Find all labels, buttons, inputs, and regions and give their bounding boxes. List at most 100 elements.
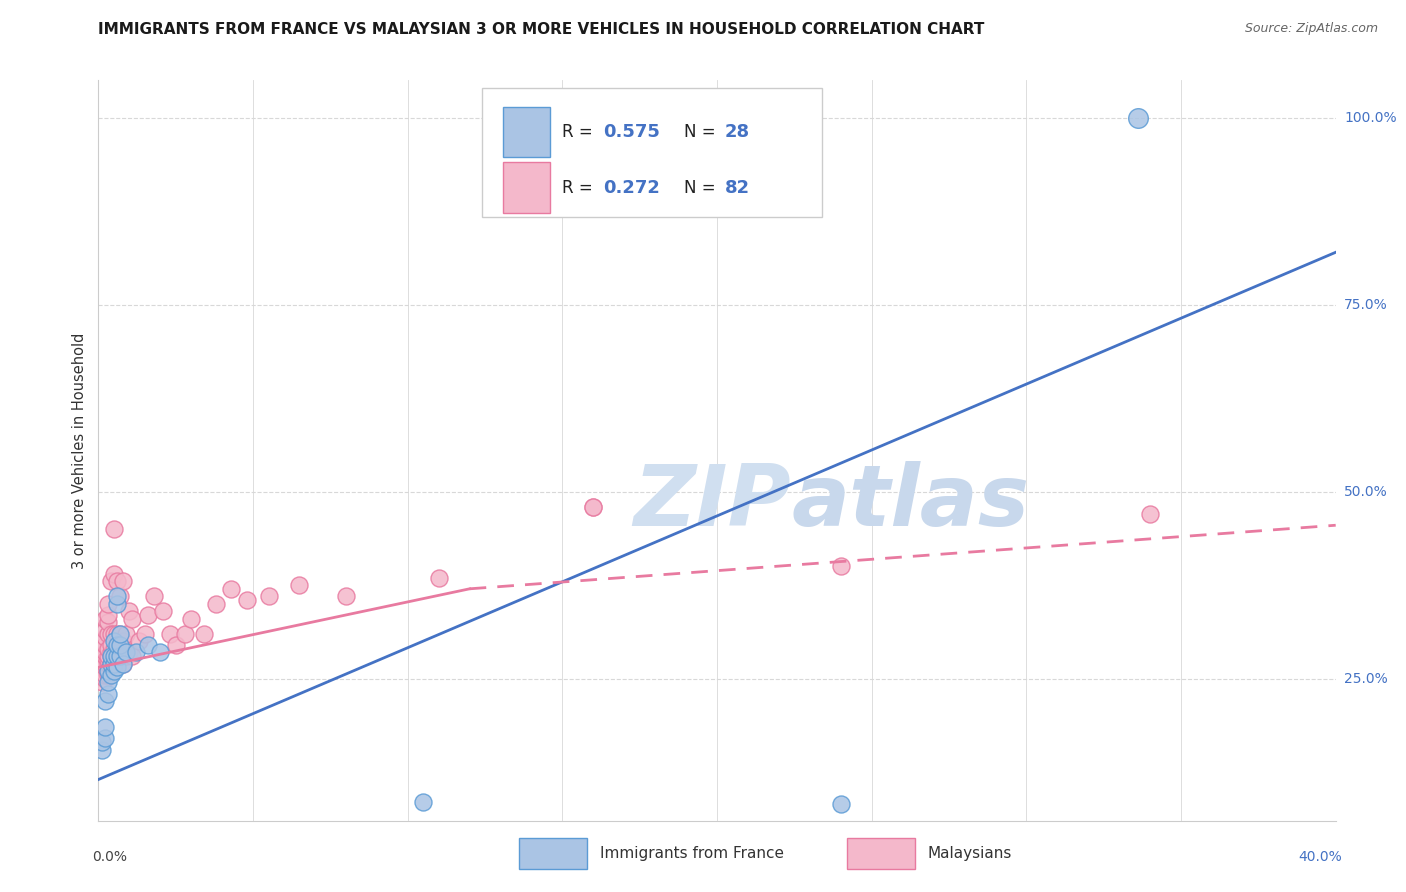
Point (105, 638, 128, 652)
Y-axis label: 3 or more Vehicles in Household: 3 or more Vehicles in Household (72, 333, 87, 568)
Point (100, 574, 122, 589)
Point (830, 559, 852, 574)
Point (90, 634, 112, 648)
Point (112, 657, 135, 671)
Text: 0.575: 0.575 (603, 123, 659, 141)
Text: IMMIGRANTS FROM FRANCE VS MALAYSIAN 3 OR MORE VEHICLES IN HOUSEHOLD CORRELATION : IMMIGRANTS FROM FRANCE VS MALAYSIAN 3 OR… (98, 22, 984, 37)
Text: R =: R = (562, 123, 599, 141)
Point (115, 626, 138, 640)
Point (105, 649, 128, 664)
Point (221, 582, 243, 596)
Text: R =: R = (562, 178, 599, 196)
Text: atlas: atlas (792, 461, 1029, 544)
Point (93, 720, 115, 734)
Point (105, 589, 128, 603)
Point (103, 634, 125, 648)
Point (97, 626, 120, 640)
Point (93, 649, 115, 664)
Point (159, 626, 181, 640)
Point (174, 626, 197, 640)
Point (103, 566, 125, 581)
Point (582, 500, 605, 514)
Point (193, 626, 215, 640)
Point (121, 612, 143, 626)
Point (128, 634, 150, 648)
Point (105, 597, 128, 611)
Point (90, 657, 112, 671)
Point (124, 645, 146, 659)
Point (90, 641, 112, 656)
Point (97, 664, 120, 678)
Point (105, 626, 128, 640)
Point (100, 626, 122, 640)
Point (105, 574, 128, 589)
Point (103, 657, 125, 671)
Text: Immigrants from France: Immigrants from France (599, 846, 783, 861)
FancyBboxPatch shape (503, 162, 550, 213)
Point (115, 645, 138, 659)
Text: 25.0%: 25.0% (1344, 672, 1388, 686)
Point (112, 645, 135, 659)
Point (412, 795, 434, 809)
Text: 75.0%: 75.0% (1344, 298, 1388, 311)
Point (103, 641, 125, 656)
Point (90, 638, 112, 652)
Point (582, 500, 605, 514)
Point (108, 649, 131, 664)
Point (108, 626, 131, 640)
Point (97, 675, 120, 690)
Point (90, 649, 112, 664)
Point (118, 604, 141, 618)
Point (93, 631, 115, 645)
Point (121, 649, 143, 664)
Point (97, 641, 120, 656)
Point (103, 657, 125, 671)
Point (97, 649, 120, 664)
Text: 0.272: 0.272 (603, 178, 659, 196)
Point (93, 638, 115, 652)
Point (180, 612, 202, 626)
Point (112, 574, 135, 589)
Point (100, 657, 122, 671)
Point (93, 657, 115, 671)
Point (90, 668, 112, 682)
Point (112, 657, 135, 671)
Point (93, 731, 115, 746)
Point (90, 742, 112, 756)
Point (100, 649, 122, 664)
Point (100, 638, 122, 652)
Point (93, 623, 115, 637)
Point (1139, 507, 1161, 521)
Point (108, 589, 131, 603)
Text: 82: 82 (724, 178, 749, 196)
FancyBboxPatch shape (503, 107, 550, 157)
Text: ZIP: ZIP (634, 461, 792, 544)
Point (427, 571, 450, 585)
Point (90, 675, 112, 690)
Point (136, 638, 159, 652)
FancyBboxPatch shape (519, 838, 588, 869)
Point (205, 597, 228, 611)
Point (97, 597, 120, 611)
Point (165, 638, 187, 652)
Point (97, 664, 120, 678)
Point (93, 668, 115, 682)
Point (93, 612, 115, 626)
Point (108, 626, 131, 640)
Point (115, 649, 138, 664)
Point (100, 645, 122, 659)
Text: 40.0%: 40.0% (1298, 850, 1341, 864)
Point (108, 638, 131, 652)
Point (103, 649, 125, 664)
FancyBboxPatch shape (846, 838, 915, 869)
Text: 100.0%: 100.0% (1344, 111, 1396, 125)
Point (97, 615, 120, 630)
Point (97, 668, 120, 682)
Point (97, 657, 120, 671)
Point (103, 522, 125, 536)
Text: 50.0%: 50.0% (1344, 484, 1388, 499)
Point (236, 593, 259, 607)
Point (90, 653, 112, 667)
Text: 28: 28 (724, 123, 749, 141)
Point (100, 657, 122, 671)
